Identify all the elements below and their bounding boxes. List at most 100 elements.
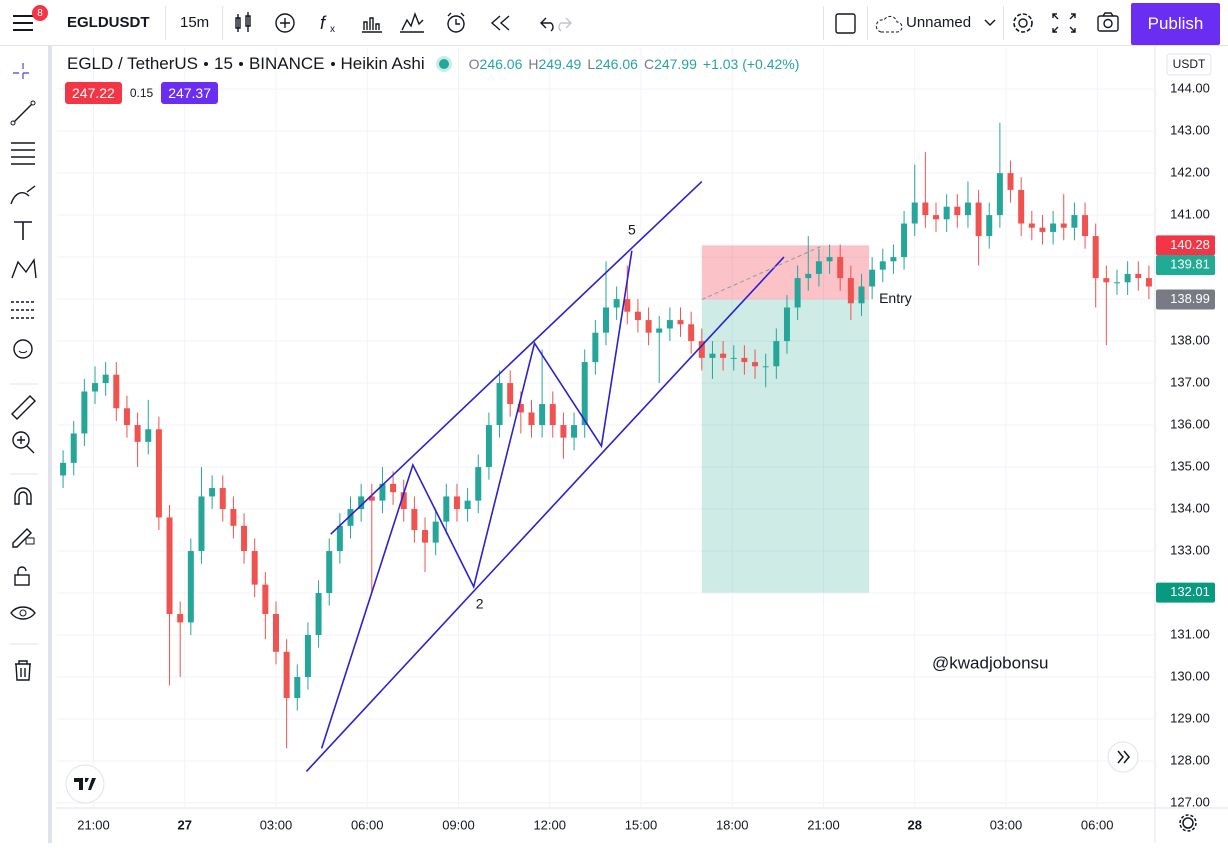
position: Entry <box>701 245 912 593</box>
candle-body <box>1018 189 1025 224</box>
ohlc-value: 246.06 <box>479 56 523 72</box>
candle-body <box>390 483 397 493</box>
candle-body <box>1124 273 1131 283</box>
x-tick-label: 06:00 <box>351 817 384 832</box>
x-tick-label: 03:00 <box>990 817 1023 832</box>
candle-body <box>1135 273 1142 279</box>
candle-body <box>347 509 354 526</box>
ohlc-value: 249.49 <box>538 56 582 72</box>
candle-body <box>517 404 524 413</box>
entry-label: 138.99 <box>1170 291 1210 306</box>
x-tick-label: 12:00 <box>533 817 566 832</box>
candles <box>60 122 1152 749</box>
symbol[interactable]: EGLDUSDT <box>67 14 150 31</box>
candle-body <box>783 307 790 342</box>
candle-body <box>879 261 886 270</box>
tv-logo[interactable] <box>65 764 105 804</box>
wave-label: 5 <box>628 222 636 238</box>
y-tick-label: 135.00 <box>1170 458 1210 473</box>
candle-body <box>145 429 152 442</box>
candle-body <box>688 324 695 342</box>
sell-price[interactable]: 247.22 <box>65 82 122 104</box>
y-tick-label: 137.00 <box>1170 375 1210 390</box>
candle-body <box>496 383 503 426</box>
y-tick-label: 136.00 <box>1170 416 1210 431</box>
layout-toggle[interactable] <box>835 13 857 35</box>
candle-body <box>933 215 940 220</box>
candle-body <box>422 530 429 543</box>
cloud[interactable] <box>873 14 903 34</box>
candle-body <box>166 517 173 615</box>
candle-body <box>1092 236 1099 279</box>
candle-body <box>464 500 471 510</box>
position-path <box>701 246 821 300</box>
drawing-tools[interactable] <box>0 46 48 843</box>
candle-body <box>996 173 1003 216</box>
market-status[interactable] <box>438 59 449 69</box>
menu[interactable] <box>12 13 34 33</box>
candle-body <box>219 488 226 510</box>
axis-settings[interactable] <box>1179 814 1197 832</box>
candle-body <box>1028 223 1035 228</box>
candle-body <box>368 496 375 501</box>
candle-body <box>272 614 279 652</box>
candle-body <box>624 299 631 312</box>
candle-body <box>102 374 109 384</box>
svg-text:x: x <box>330 24 335 35</box>
publish-button[interactable]: Publish <box>1131 3 1220 45</box>
x-tick-label: 21:00 <box>77 817 110 832</box>
layout-name[interactable]: Unnamed <box>906 14 972 31</box>
candle-body <box>964 202 971 216</box>
scroll-button[interactable] <box>1107 741 1139 773</box>
y-tick-label: 143.00 <box>1170 123 1210 138</box>
exchange: BINANCE <box>248 54 325 73</box>
y-tick-label: 134.00 <box>1170 500 1210 515</box>
x-tick-label: 18:00 <box>716 817 749 832</box>
currency-box[interactable] <box>1166 53 1212 76</box>
candle-body <box>134 425 141 442</box>
candle-body <box>1145 278 1152 287</box>
chart-style: Heikin Ashi <box>340 54 425 73</box>
interval[interactable]: 15m <box>180 14 210 31</box>
badge: 8 <box>32 5 48 21</box>
ohlc-key: H <box>528 56 539 72</box>
candle-body <box>485 425 492 468</box>
candle-body <box>1071 215 1078 228</box>
candle-body <box>187 551 194 623</box>
candle-body <box>155 429 162 518</box>
candle-body <box>379 483 386 501</box>
x-tick-label: 03:00 <box>260 817 293 832</box>
toolbar-right-icons[interactable] <box>1010 10 1125 36</box>
candle-body <box>656 328 663 333</box>
x-tick-label: 06:00 <box>1081 817 1114 832</box>
candle-body <box>336 525 343 552</box>
quote: 247.22 0.15 247.37 <box>65 82 219 104</box>
candle-body <box>560 425 567 438</box>
buy-price[interactable]: 247.37 <box>161 82 219 104</box>
ohlc-value: 247.99 <box>654 56 697 72</box>
candle-body <box>645 320 652 333</box>
layout-menu[interactable] <box>984 18 996 28</box>
channel-line <box>305 256 785 773</box>
watermark: @kwadjobonsu <box>932 653 1049 672</box>
legend: EGLD / TetherUS 15 BINANCE Heikin Ashi O… <box>67 54 799 74</box>
candle-body <box>922 202 929 216</box>
candle-body <box>847 278 854 304</box>
candle-body <box>741 357 748 363</box>
x-tick-label: 28 <box>907 817 921 832</box>
candle-body <box>911 202 918 224</box>
candle-body <box>1050 223 1057 232</box>
y-tick-label: 141.00 <box>1170 207 1210 222</box>
legend-interval: 15 <box>214 54 233 73</box>
candle-body <box>720 353 727 358</box>
drawing-toolbar <box>0 46 52 843</box>
candle-body <box>986 215 993 237</box>
y-tick-label: 129.00 <box>1170 710 1210 725</box>
wave-label: 2 <box>476 595 484 611</box>
candle-body <box>805 273 812 279</box>
candle-body <box>826 257 833 262</box>
